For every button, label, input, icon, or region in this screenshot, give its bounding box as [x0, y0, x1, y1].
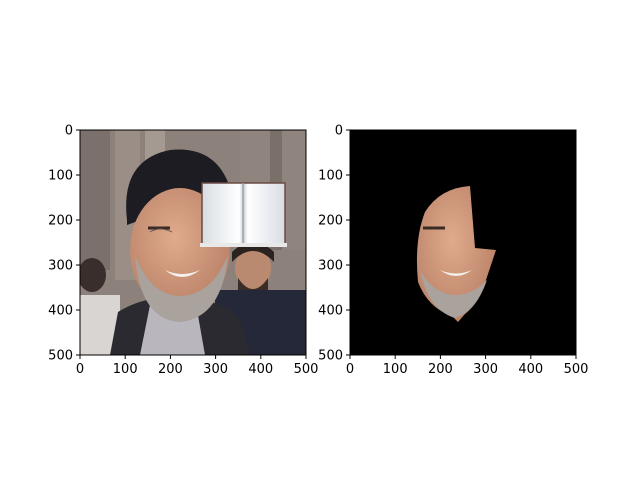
left-y-tick-label: 100 [48, 169, 73, 184]
left-y-tick-label: 300 [48, 259, 73, 274]
right-y-tick-label: 500 [318, 349, 343, 364]
left-image [80, 130, 306, 355]
right-y-tick-label: 300 [318, 259, 343, 274]
left-x-tick-label: 100 [113, 362, 138, 377]
book-overlay [200, 182, 287, 247]
right-y-tick-label: 200 [318, 214, 343, 229]
right-x-tick-label: 300 [473, 362, 498, 377]
right-y-tick-label: 0 [335, 124, 343, 139]
right-x-tick-label: 200 [428, 362, 453, 377]
right-axes-frame [349, 129, 577, 356]
left-y-tick-label: 200 [48, 214, 73, 229]
left-x-tick-label: 500 [294, 362, 319, 377]
right-image [350, 130, 576, 355]
right-x-tick-label: 400 [518, 362, 543, 377]
left-x-tick-label: 0 [76, 362, 84, 377]
right-x-tick-label: 0 [346, 362, 354, 377]
left-x-tick-label: 300 [203, 362, 228, 377]
left-y-tick-label: 500 [48, 349, 73, 364]
left-y-tick-label: 0 [65, 124, 73, 139]
right-y-tick-label: 100 [318, 169, 343, 184]
right-y-tick-label: 400 [318, 304, 343, 319]
left-axes-frame [79, 129, 307, 356]
left-x-tick-label: 400 [248, 362, 273, 377]
right-x-tick-label: 500 [564, 362, 589, 377]
left-x-tick-label: 200 [158, 362, 183, 377]
left-y-tick-label: 400 [48, 304, 73, 319]
right-x-tick-label: 100 [383, 362, 408, 377]
